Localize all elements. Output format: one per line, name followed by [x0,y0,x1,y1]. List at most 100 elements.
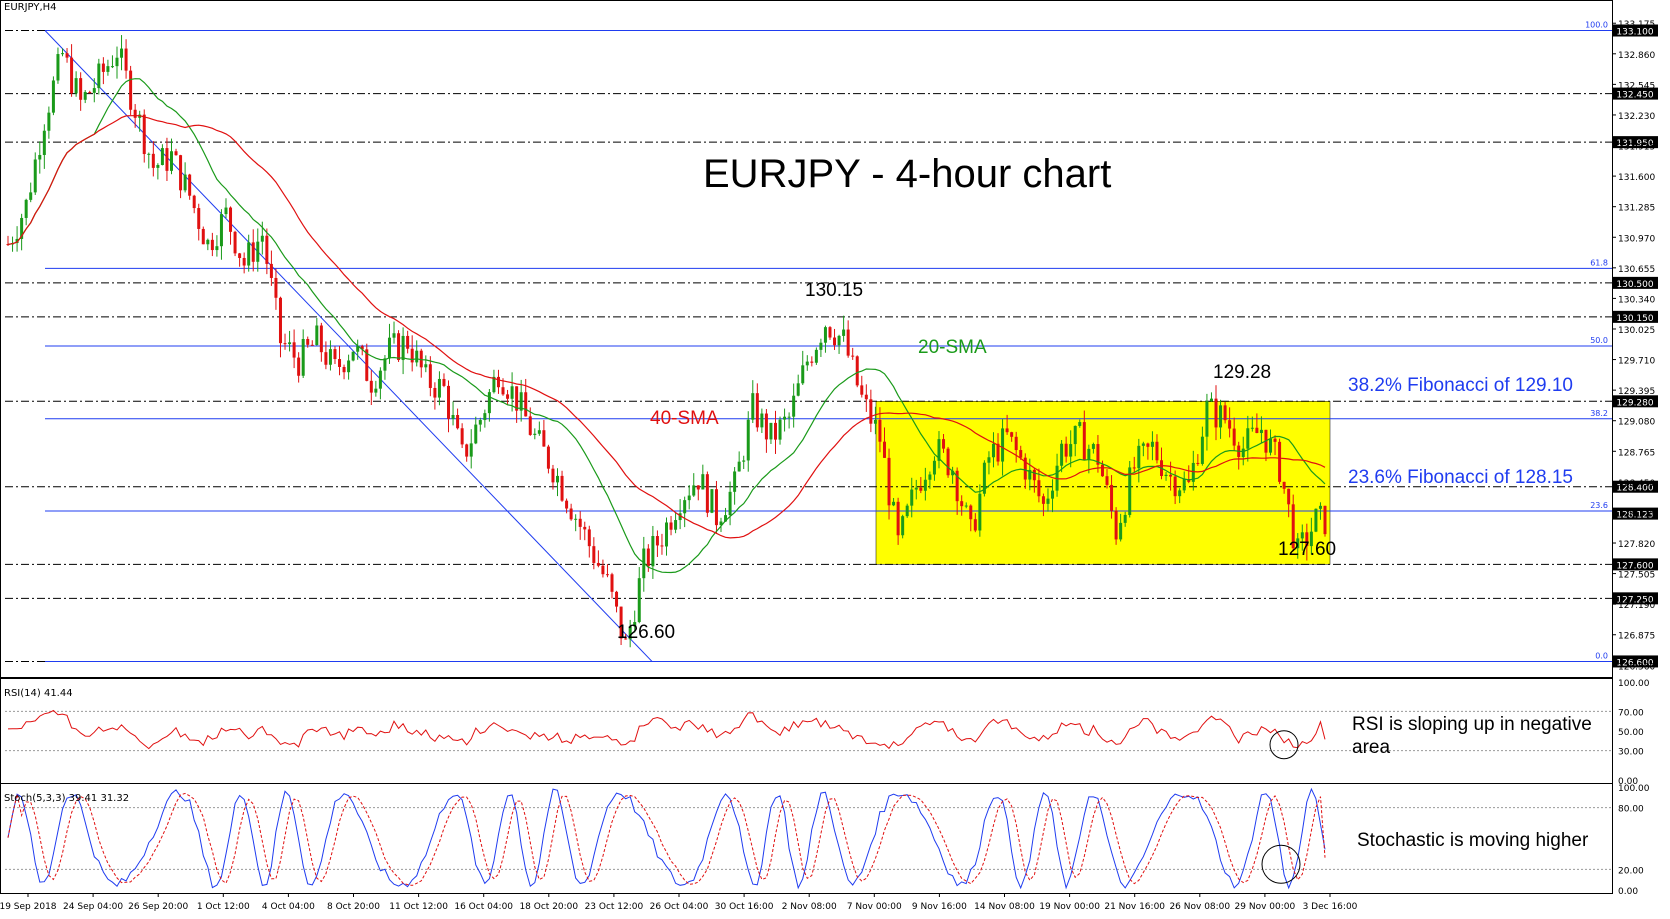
x-tick-label: 14 Nov 08:00 [974,902,1035,912]
candle-body [901,516,905,536]
candle-body [233,231,237,254]
candle-body [310,344,314,346]
candle-body [1219,405,1223,428]
rsi-highlight-circle [1269,730,1299,760]
candle-body [1082,422,1086,460]
candle-body [955,470,959,502]
candle-body [646,548,650,567]
candle-body [70,57,74,94]
chart-title: EURJPY - 4-hour chart [703,152,1112,196]
candle-body [251,242,255,262]
candle-body [406,335,410,349]
level-label: 126.600 [1616,658,1653,668]
candle-body [319,325,323,353]
level-label: 127.250 [1616,595,1653,605]
candle-body [106,66,110,72]
level-label: 132.450 [1616,91,1653,101]
candle-body [624,638,628,640]
candle-body [932,460,936,475]
fib-level-label: 50.0 [1590,336,1608,345]
stoch-tick-label: 80.00 [1618,805,1644,815]
candle-body [1028,469,1032,480]
candle-body [1278,441,1282,482]
candle-body [419,350,423,368]
x-tick-label: 2 Nov 08:00 [782,902,837,912]
candle-body [496,376,500,388]
candle-body [1001,428,1005,462]
current-price-bg [1613,507,1658,520]
candle-body [705,474,709,513]
candle-body [1014,436,1018,451]
candle-body [492,376,496,393]
candle-body [374,388,378,393]
stoch-main-line [7,787,1326,890]
candle-body [1046,498,1050,504]
level-label-bg [1613,276,1658,289]
candle-body [115,57,119,67]
candle-body [660,545,664,547]
rsi-line [7,709,1326,750]
fib-level-label: 100.0 [1585,21,1608,30]
level-label: 130.150 [1616,314,1653,324]
candle-body [174,151,178,156]
candle-body [1023,457,1027,480]
candle-body [1200,436,1204,464]
candle-body [383,358,387,371]
x-tick-label: 19 Sep 2018 [0,902,57,912]
level-label: 128.400 [1616,484,1653,494]
candle-body [238,253,242,258]
candle-body [1259,429,1263,434]
candle-body [197,208,201,229]
candle-body [47,112,51,131]
price-tick-label: 126.560 [1618,662,1655,672]
candle-body [215,246,219,251]
candle-body [719,521,723,526]
candle-body [942,439,946,449]
candle-body [710,489,714,513]
candle-body [615,591,619,607]
candle-body [83,92,87,100]
candle-body [328,349,332,365]
candle-body [506,394,510,399]
stoch-comment: Stochastic is moving higher [1357,830,1589,851]
candle-body [283,343,287,345]
current-price-label: 128.123 [1616,511,1653,521]
candle-body [701,474,705,490]
price-tick-label: 133.175 [1618,20,1655,30]
candle-body [519,392,523,411]
sma20-line [7,78,1326,574]
candle-body [129,70,133,110]
candle-body [601,565,605,575]
candle-body [333,349,337,360]
candle-body [1291,504,1295,549]
candle-body [746,419,750,461]
candle-body [169,151,173,171]
candle-body [982,462,986,494]
price-tick-label: 128.135 [1618,509,1655,519]
price-tick-label: 130.970 [1618,234,1655,244]
candle-body [1123,514,1127,523]
candle-body [1178,490,1182,497]
candle-body [97,63,101,89]
candle-body [769,422,773,440]
candle-body [1005,428,1009,433]
candle-body [633,622,637,627]
candle-body [469,443,473,457]
candle-body [437,378,441,398]
candle-body [914,487,918,490]
candle-body [1305,532,1309,547]
candle-body [546,446,550,469]
candle-body [837,335,841,346]
candle-body [556,475,560,483]
candle-body [714,489,718,526]
level-label: 130.500 [1616,280,1653,290]
candle-body [783,416,787,420]
x-tick-label: 3 Dec 16:00 [1303,902,1358,912]
candle-body [928,474,932,480]
candle-body [882,441,886,458]
candle-body [951,470,955,476]
candle-body [1105,476,1109,485]
candle-body [38,154,42,160]
candle-body [365,349,369,381]
